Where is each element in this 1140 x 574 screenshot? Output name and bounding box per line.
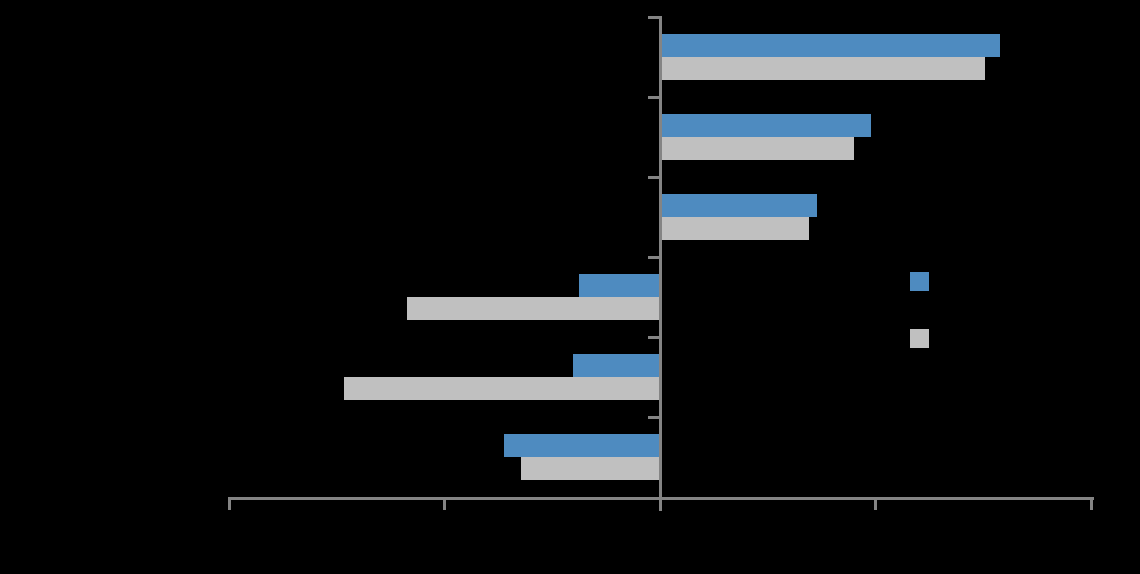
bar-series-2-gray-row4 xyxy=(407,297,659,320)
value-axis-tick xyxy=(443,497,446,510)
bar-series-1-blue-row6 xyxy=(504,434,659,457)
value-axis-tick xyxy=(228,497,231,510)
category-axis-tick xyxy=(648,96,659,99)
bar-series-2-gray-row3 xyxy=(662,217,809,240)
value-axis-tick xyxy=(874,497,877,510)
category-axis-line xyxy=(659,16,662,511)
bar-series-2-gray-row6 xyxy=(521,457,659,480)
bar-series-1-blue-row5 xyxy=(573,354,659,377)
bar-series-2-gray-row5 xyxy=(344,377,659,400)
legend-swatch-series-2-gray xyxy=(910,329,929,348)
bar-series-2-gray-row2 xyxy=(662,137,854,160)
bar-series-1-blue-row4 xyxy=(579,274,659,297)
legend-swatch-series-1-blue xyxy=(910,272,929,291)
category-axis-tick xyxy=(648,256,659,259)
bar-series-2-gray-row1 xyxy=(662,57,985,80)
value-axis-tick xyxy=(659,497,662,510)
value-axis-tick xyxy=(1090,497,1093,510)
bar-series-1-blue-row1 xyxy=(662,34,1000,57)
category-axis-tick xyxy=(648,336,659,339)
bar-series-1-blue-row2 xyxy=(662,114,871,137)
bar-series-1-blue-row3 xyxy=(662,194,817,217)
category-axis-tick xyxy=(648,416,659,419)
category-axis-tick xyxy=(648,176,659,179)
category-axis-tick xyxy=(648,16,659,19)
